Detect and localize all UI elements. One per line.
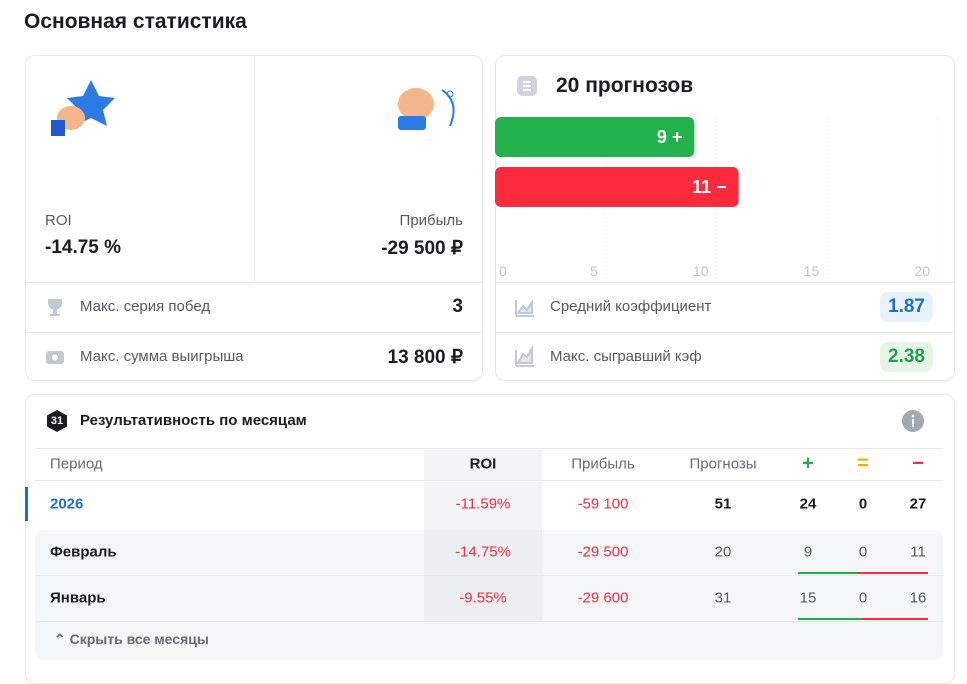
- table-cell: 20: [714, 543, 732, 561]
- period: Февраль: [50, 543, 117, 561]
- bar: [495, 117, 695, 157]
- summary-card: [25, 55, 483, 381]
- column-header: −: [912, 452, 924, 475]
- bar: [495, 167, 739, 207]
- divider: [26, 282, 482, 283]
- icon: [48, 299, 62, 316]
- icon: [515, 346, 534, 367]
- x-tick-label: 5: [590, 263, 598, 279]
- page: Основная статистика ROI -14.75 % Прибыль…: [24, 10, 955, 684]
- stat-badge: 1.87: [880, 292, 933, 322]
- column-header: =: [857, 452, 869, 475]
- chart: 0 5 10 15 20 9 + 11 −: [495, 117, 939, 280]
- toggle-button[interactable]: ⌃ Скрыть все месяцы: [54, 631, 209, 647]
- divider: [35, 575, 943, 576]
- divider: [35, 480, 943, 481]
- column-header: Прибыль: [571, 455, 635, 473]
- stat-badge: 2.38: [880, 342, 933, 372]
- column-highlight: [424, 449, 542, 530]
- result-bar: [798, 572, 857, 574]
- table-cell: 51: [714, 495, 732, 513]
- profit-value: -29 500 ₽: [381, 238, 463, 259]
- table-cell: 11: [910, 543, 926, 561]
- divider: [26, 332, 482, 333]
- x-tick-label: 0: [499, 263, 507, 279]
- column-header: Период: [50, 455, 103, 473]
- icon: [515, 298, 534, 317]
- roi-value: -14.75 %: [45, 237, 122, 258]
- info-button[interactable]: [902, 410, 924, 432]
- x-tick-label: 20: [914, 263, 930, 279]
- table-cell: 24: [799, 495, 817, 513]
- stat-label: Макс. серия побед: [80, 298, 211, 315]
- table-cell: 9: [803, 543, 813, 561]
- result-bar: [860, 618, 928, 620]
- icon: [46, 351, 64, 364]
- column-header: +: [802, 452, 814, 475]
- stat-label: Макс. сыгравший кэф: [550, 348, 702, 365]
- bar-label: 11 −: [692, 177, 727, 197]
- forecast-card: [495, 55, 955, 381]
- table-cell: -11.59%: [455, 495, 511, 513]
- stat-label: Макс. сумма выигрыша: [80, 348, 244, 365]
- illustration: [398, 88, 455, 130]
- result-bar: [798, 618, 861, 620]
- illustration: [51, 80, 115, 136]
- divider: [35, 621, 943, 622]
- toggle-label: Скрыть все месяцы: [69, 631, 209, 647]
- stat-value: 13 800 ₽: [387, 347, 463, 368]
- table-cell: 0: [858, 589, 868, 607]
- divider: [35, 448, 943, 449]
- profit-label: Прибыль: [399, 212, 463, 229]
- result-bar: [856, 572, 928, 574]
- table-cell: -59 100: [577, 495, 629, 513]
- table-cell: 0: [858, 495, 868, 513]
- table-cell: 31: [714, 589, 732, 607]
- chart-title: 20 прогнозов: [556, 74, 694, 97]
- stat-label: Средний коэффициент: [550, 298, 712, 315]
- roi-label: ROI: [45, 212, 72, 229]
- divider: [496, 332, 954, 333]
- table-cell: 16: [909, 589, 927, 607]
- table-cell: -29 500: [577, 543, 629, 561]
- x-tick-label: 15: [804, 263, 820, 279]
- divider: [496, 282, 954, 283]
- stat-value: 3: [452, 296, 463, 317]
- table-cell: 15: [799, 589, 817, 607]
- period: Январь: [50, 589, 106, 607]
- column-header: ROI: [469, 455, 497, 473]
- active-marker: [25, 487, 28, 521]
- bar-label: 9 +: [657, 127, 683, 147]
- section-title: Результативность по месяцам: [80, 412, 307, 429]
- icon: [517, 76, 537, 96]
- column-header: Прогнозы: [689, 455, 757, 473]
- period: 2026: [50, 495, 84, 513]
- x-tick-label: 10: [693, 263, 709, 279]
- icon: [47, 410, 67, 432]
- divider: [254, 56, 255, 282]
- calendar-icon: 31: [50, 415, 64, 427]
- table-cell: -29 600: [577, 589, 629, 607]
- table-cell: 27: [909, 495, 927, 513]
- table-cell: -14.75%: [455, 543, 511, 561]
- page-title: Основная статистика: [24, 10, 247, 33]
- table-cell: 0: [858, 543, 868, 561]
- table-cell: -9.55%: [459, 589, 507, 607]
